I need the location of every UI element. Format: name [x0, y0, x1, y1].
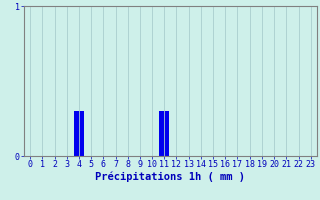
Bar [159, 111, 170, 156]
X-axis label: Précipitations 1h ( mm ): Précipitations 1h ( mm ) [95, 172, 245, 182]
Bar [74, 111, 84, 156]
